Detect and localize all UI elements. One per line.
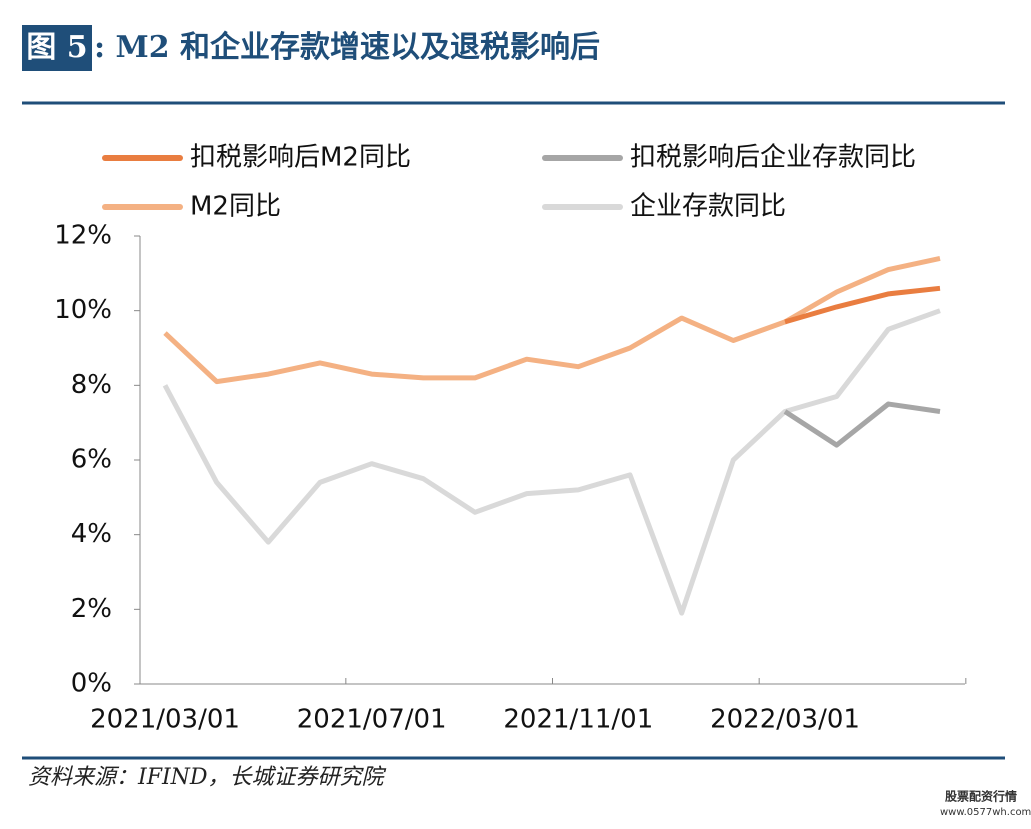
series-line xyxy=(784,285,941,325)
legend-label: M2同比 xyxy=(190,192,281,222)
legend-label: 扣税影响后M2同比 xyxy=(190,143,411,173)
watermark-name: 股票配资行情 xyxy=(945,789,1017,804)
y-tick-label: 12% xyxy=(54,221,112,251)
y-tick-label: 2% xyxy=(71,594,112,624)
legend-label: 扣税影响后企业存款同比 xyxy=(630,143,916,173)
series-line xyxy=(162,308,941,616)
series-line xyxy=(783,401,941,448)
series-line xyxy=(163,255,941,385)
x-tick-label: 2021/07/01 xyxy=(297,705,447,735)
y-tick-label: 4% xyxy=(71,519,112,549)
legend-label: 企业存款同比 xyxy=(630,192,786,222)
figure-label-box xyxy=(22,25,92,71)
y-tick-label: 8% xyxy=(71,370,112,400)
x-tick-label: 2021/03/01 xyxy=(90,705,240,735)
y-tick-label: 0% xyxy=(71,669,112,699)
x-tick-label: 2022/03/01 xyxy=(710,705,860,735)
y-tick-label: 10% xyxy=(54,295,112,325)
watermark-url: www.0577wh.com xyxy=(940,807,1031,818)
chart-title: : M2 和企业存款增速以及退税影响后 xyxy=(94,30,600,65)
y-tick-label: 6% xyxy=(71,445,112,475)
source-note: 资料来源：IFIND，长城证券研究院 xyxy=(28,765,387,790)
x-tick-label: 2021/11/01 xyxy=(503,705,653,735)
figure-label: 图 5 xyxy=(26,30,87,65)
